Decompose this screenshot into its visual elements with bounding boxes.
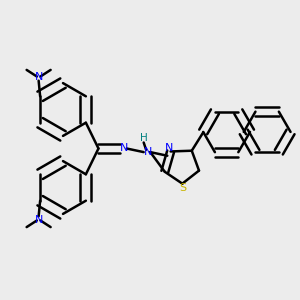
Text: H: H — [140, 133, 148, 143]
Text: N: N — [34, 215, 43, 225]
Text: N: N — [165, 143, 173, 154]
Text: S: S — [179, 183, 186, 193]
Text: N: N — [34, 72, 43, 82]
Text: N: N — [120, 143, 128, 153]
Text: N: N — [143, 147, 152, 157]
